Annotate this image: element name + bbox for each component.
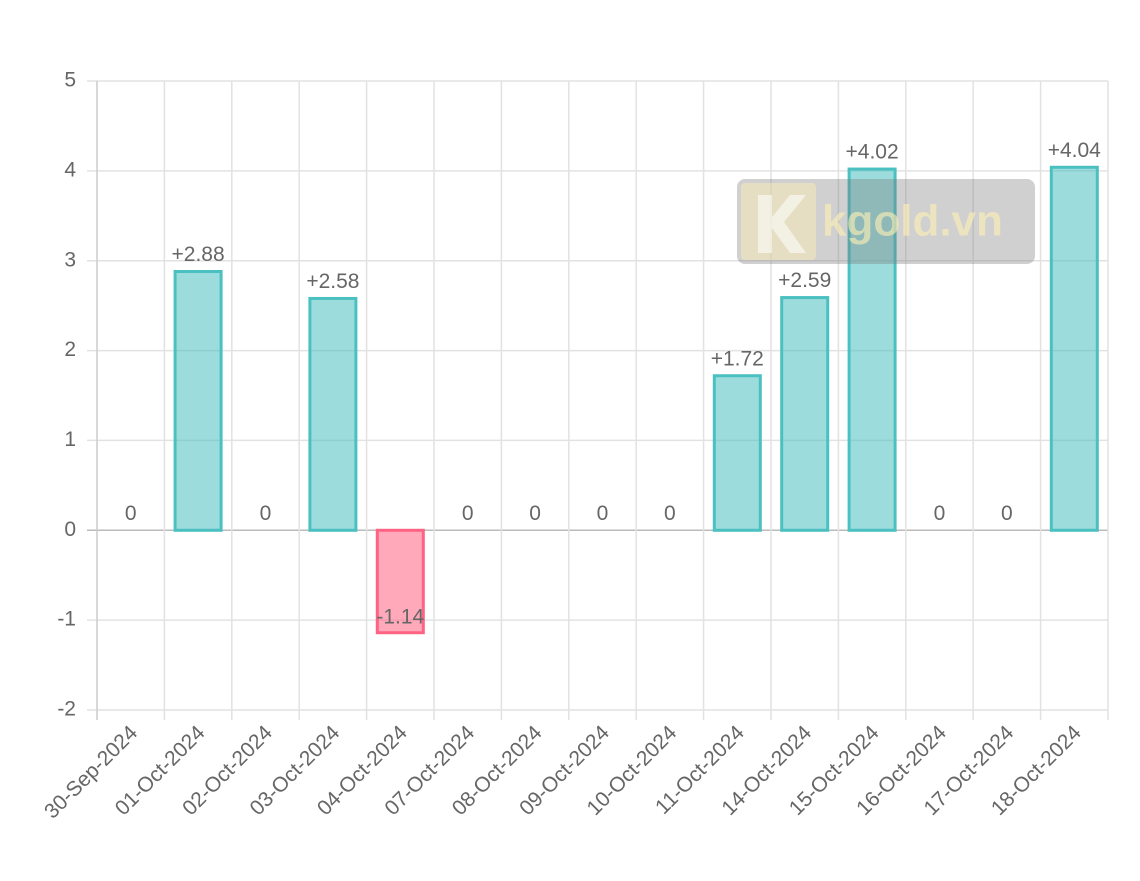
watermark-box: [737, 179, 1035, 264]
value-label: +2.58: [306, 270, 359, 293]
watermark-text: kgold.vn: [822, 197, 1003, 246]
value-label: 0: [597, 502, 609, 525]
y-tick-label: -2: [57, 698, 76, 721]
y-tick-label: 3: [64, 248, 76, 271]
value-label: +2.59: [778, 269, 831, 292]
bar: [847, 167, 897, 532]
watermark: kgold.vn: [737, 179, 1035, 264]
y-tick-label: 4: [64, 158, 76, 181]
value-label: 0: [462, 502, 474, 525]
y-tick-label: 5: [64, 69, 76, 92]
value-label: -1.14: [376, 605, 424, 628]
bar: [375, 528, 425, 635]
bar: [1049, 165, 1099, 532]
y-tick-label: 0: [64, 518, 76, 541]
value-label: 0: [664, 502, 676, 525]
value-label: +4.04: [1048, 139, 1101, 162]
value-label: +4.02: [846, 141, 899, 164]
bar: [712, 374, 762, 532]
logo-k: [758, 195, 806, 253]
value-label: 0: [529, 502, 541, 525]
y-tick-label: 2: [64, 338, 76, 361]
value-label: +2.88: [172, 243, 225, 266]
bar: [173, 269, 223, 532]
value-label: 0: [1001, 502, 1013, 525]
y-tick-label: 1: [64, 428, 76, 451]
bar: [780, 296, 830, 532]
value-label: 0: [125, 502, 137, 525]
y-tick-label: -1: [57, 608, 76, 631]
value-label: 0: [260, 502, 272, 525]
bar: [308, 296, 358, 532]
value-label: 0: [934, 502, 946, 525]
value-label: +1.72: [711, 347, 764, 370]
